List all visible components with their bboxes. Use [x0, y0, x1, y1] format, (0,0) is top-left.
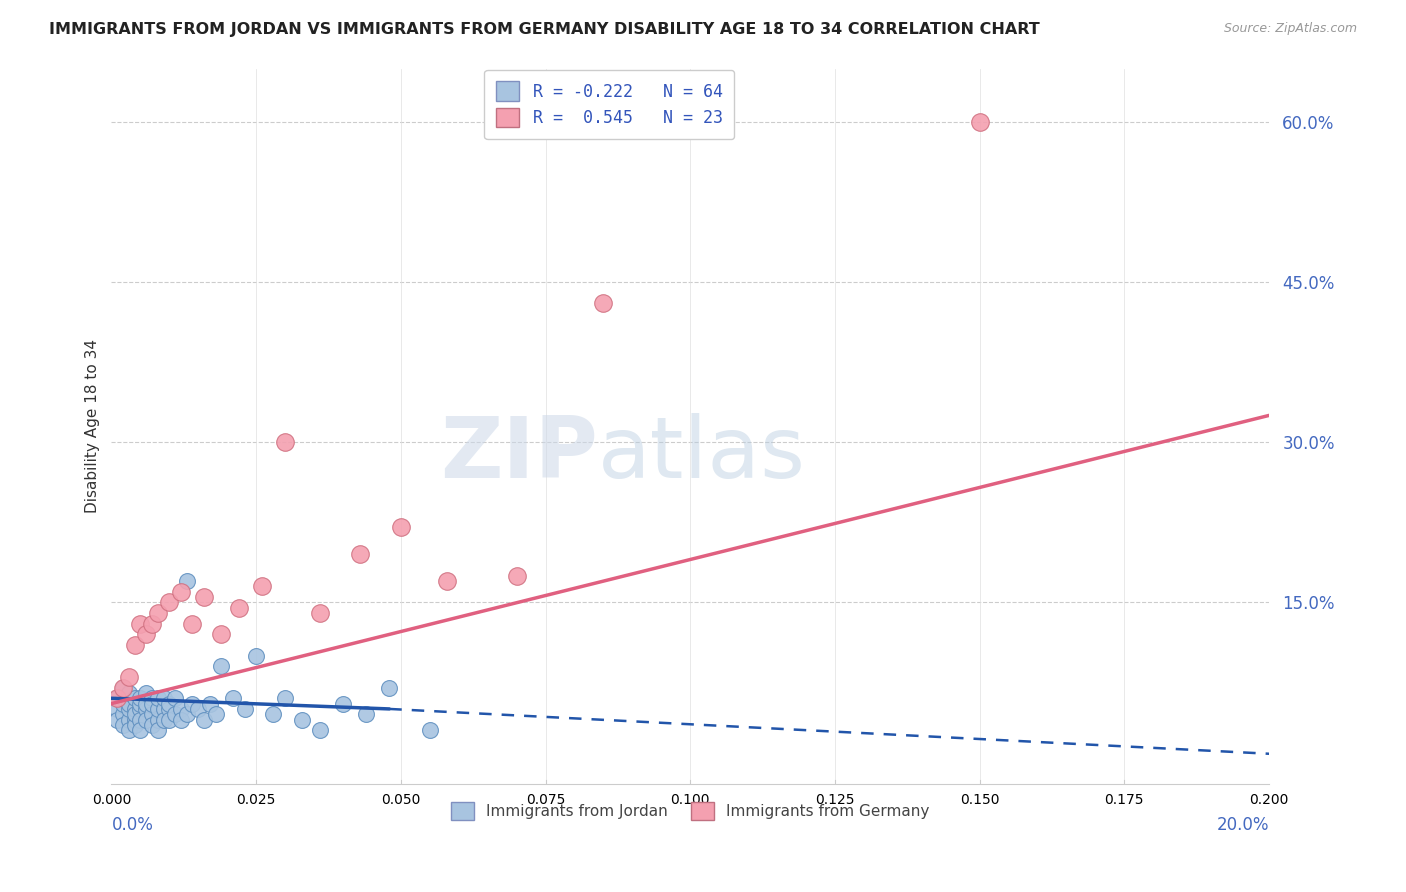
Point [592, 296, 614, 310]
Point [129, 713, 152, 727]
Point [165, 707, 187, 722]
Point [129, 702, 152, 716]
Point [263, 707, 285, 722]
Point [436, 574, 458, 588]
Point [157, 595, 180, 609]
Y-axis label: Disability Age 18 to 34: Disability Age 18 to 34 [86, 339, 100, 513]
Point [146, 723, 169, 738]
Point [170, 702, 193, 716]
Point [157, 697, 180, 711]
Point [157, 713, 180, 727]
Point [165, 691, 187, 706]
Point [129, 697, 152, 711]
Point [141, 707, 163, 722]
Point [105, 691, 128, 706]
Point [141, 718, 163, 732]
Point [157, 702, 180, 716]
Point [170, 584, 193, 599]
Point [969, 115, 991, 129]
Point [291, 713, 314, 727]
Point [111, 697, 134, 711]
Text: 20.0%: 20.0% [1216, 815, 1270, 834]
Point [146, 691, 169, 706]
Point [129, 616, 152, 631]
Point [233, 702, 256, 716]
Point [204, 707, 226, 722]
Point [146, 606, 169, 620]
Point [152, 702, 174, 716]
Point [332, 697, 354, 711]
Point [308, 606, 330, 620]
Point [135, 686, 157, 700]
Point [354, 707, 377, 722]
Point [135, 697, 157, 711]
Point [124, 707, 146, 722]
Point [250, 579, 273, 593]
Point [111, 691, 134, 706]
Legend: Immigrants from Jordan, Immigrants from Germany: Immigrants from Jordan, Immigrants from … [444, 797, 935, 826]
Point [146, 713, 169, 727]
Point [135, 713, 157, 727]
Text: IMMIGRANTS FROM JORDAN VS IMMIGRANTS FROM GERMANY DISABILITY AGE 18 TO 34 CORREL: IMMIGRANTS FROM JORDAN VS IMMIGRANTS FRO… [49, 22, 1040, 37]
Point [111, 718, 134, 732]
Point [152, 691, 174, 706]
Point [349, 547, 371, 561]
Point [505, 568, 527, 582]
Point [152, 713, 174, 727]
Point [141, 616, 163, 631]
Point [118, 686, 141, 700]
Point [198, 697, 221, 711]
Text: ZIP: ZIP [440, 413, 598, 496]
Point [111, 707, 134, 722]
Point [124, 713, 146, 727]
Point [124, 702, 146, 716]
Point [193, 713, 215, 727]
Point [170, 713, 193, 727]
Point [118, 702, 141, 716]
Point [193, 590, 215, 604]
Point [209, 627, 232, 641]
Point [118, 713, 141, 727]
Point [222, 691, 245, 706]
Point [419, 723, 441, 738]
Point [118, 697, 141, 711]
Point [274, 435, 297, 450]
Point [124, 691, 146, 706]
Point [141, 691, 163, 706]
Point [245, 648, 267, 663]
Text: 0.0%: 0.0% [111, 815, 153, 834]
Point [146, 702, 169, 716]
Point [105, 702, 128, 716]
Text: atlas: atlas [598, 413, 806, 496]
Point [135, 702, 157, 716]
Point [129, 691, 152, 706]
Point [209, 659, 232, 673]
Point [378, 681, 401, 695]
Point [389, 520, 412, 534]
Point [308, 723, 330, 738]
Point [181, 697, 204, 711]
Text: Source: ZipAtlas.com: Source: ZipAtlas.com [1223, 22, 1357, 36]
Point [111, 681, 134, 695]
Point [105, 691, 128, 706]
Point [176, 707, 198, 722]
Point [124, 718, 146, 732]
Point [118, 670, 141, 684]
Point [181, 616, 204, 631]
Point [129, 723, 152, 738]
Point [187, 702, 209, 716]
Point [111, 681, 134, 695]
Point [118, 723, 141, 738]
Point [274, 691, 297, 706]
Point [228, 600, 250, 615]
Point [105, 713, 128, 727]
Point [124, 638, 146, 652]
Point [141, 697, 163, 711]
Point [176, 574, 198, 588]
Point [135, 627, 157, 641]
